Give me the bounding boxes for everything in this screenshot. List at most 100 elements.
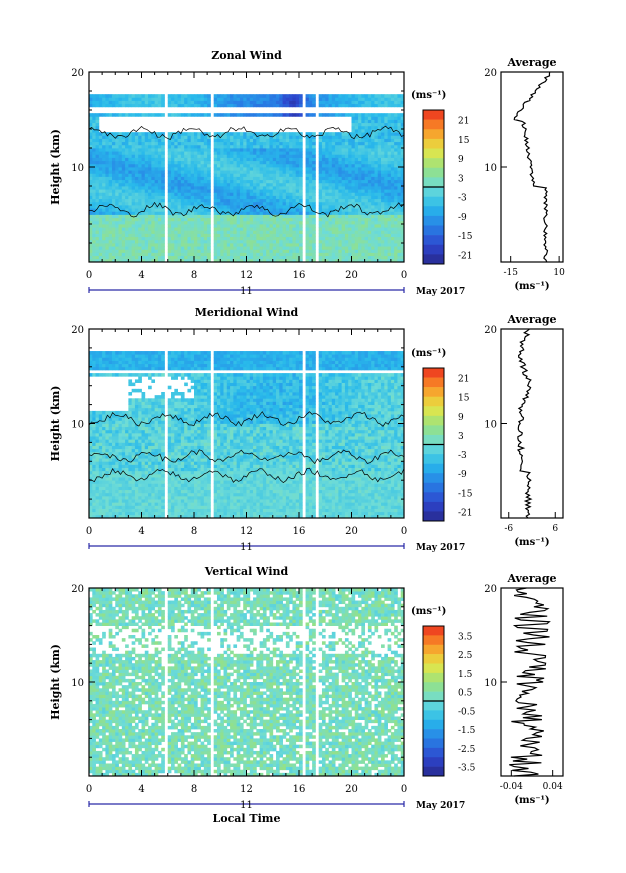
average-profile: Average 10 20 -15 10 (ms⁻¹) (484, 56, 565, 292)
colorbar-tick-label: -3 (458, 194, 467, 204)
colorbar-tick-label: -0.5 (458, 707, 476, 717)
x-tick-label: 16 (293, 526, 306, 537)
x-tick-label: 0 (86, 784, 92, 795)
date-label: 11 (240, 800, 253, 811)
x-tick-label: 12 (240, 270, 253, 281)
colorbar: (ms⁻¹) 21 15 9 3 -3 -9 -15 -21 (411, 90, 473, 265)
colorbar-tick-label: 15 (458, 394, 470, 404)
x-tick-label: 12 (240, 526, 253, 537)
colorbar-tick-label: 1.5 (458, 670, 473, 680)
x-tick-label: 0 (86, 526, 92, 537)
colorbar-tick-label: 21 (458, 375, 469, 385)
colorbar-tick-label: -9 (458, 213, 467, 223)
average-y-tick-label: 20 (484, 68, 497, 79)
colorbar-tick-label: 3 (458, 432, 464, 442)
x-tick-label: 0 (86, 270, 92, 281)
average-x-tick-label: 10 (553, 268, 565, 278)
y-tick-label: 10 (71, 420, 84, 431)
average-x-label: (ms⁻¹) (514, 281, 549, 292)
average-x-tick-label: 0.04 (543, 782, 563, 792)
average-x-tick-label: -15 (503, 268, 518, 278)
x-tick-label: 4 (138, 784, 144, 795)
y-tick-label: 20 (71, 325, 84, 336)
colorbar: (ms⁻¹) 3.5 2.5 1.5 0.5 -0.5 -1.5 -2.5 -3.5 (411, 606, 476, 777)
average-profile: Average 10 20 -0.04 0.04 (ms⁻¹) (484, 572, 564, 806)
average-y-tick-label: 10 (484, 678, 497, 689)
colorbar-tick-label: -21 (458, 508, 473, 518)
heatmap (89, 94, 405, 263)
x-tick-label: 8 (191, 784, 197, 795)
zero-contours (88, 411, 405, 484)
average-frame (500, 71, 564, 263)
x-tick-label: 16 (293, 784, 306, 795)
average-title: Average (506, 56, 556, 69)
panel-title: Vertical Wind (204, 565, 289, 578)
x-tick-label: 16 (293, 270, 306, 281)
y-axis-label: Height (km) (49, 644, 62, 720)
colorbar-tick-label: 2.5 (458, 651, 473, 661)
average-x-tick-label: -0.04 (500, 782, 523, 792)
colorbar-unit: (ms⁻¹) (411, 90, 446, 101)
colorbar-tick-label: 9 (458, 155, 464, 165)
average-y-tick-label: 20 (484, 325, 497, 336)
panel-title: Zonal Wind (211, 49, 282, 62)
colorbar-tick-label: -3.5 (458, 764, 476, 774)
average-title: Average (506, 572, 556, 585)
y-tick-label: 10 (71, 678, 84, 689)
average-line (516, 328, 533, 519)
average-x-label: (ms⁻¹) (514, 537, 549, 548)
colorbar-tick-label: 3 (458, 174, 464, 184)
y-tick-label: 20 (71, 584, 84, 595)
average-x-tick-label: 6 (552, 524, 558, 534)
average-x-label: (ms⁻¹) (514, 795, 549, 806)
zero-contours (88, 125, 405, 218)
x-tick-label: 8 (191, 270, 197, 281)
colorbar-unit: (ms⁻¹) (411, 606, 446, 617)
x-tick-label: 4 (138, 526, 144, 537)
colorbar-tick-label: 21 (458, 117, 469, 127)
panel-2: Meridional Wind 10 20 Height (km) 0 4 8 12 16 20 0… (49, 306, 564, 553)
average-y-tick-label: 10 (484, 163, 497, 174)
y-axis-label: Height (km) (49, 129, 62, 205)
average-profile: Average 10 20 -6 6(ms⁻¹) (484, 313, 564, 548)
x-tick-label: 20 (345, 526, 358, 537)
y-tick-label: 10 (71, 163, 84, 174)
x-tick-label: 12 (240, 784, 253, 795)
y-tick-label: 20 (71, 68, 84, 79)
heatmap (89, 351, 405, 519)
average-x-tick-label: -6 (504, 524, 513, 534)
heatmap (89, 588, 405, 777)
x-tick-label: 20 (345, 270, 358, 281)
panel-title: Meridional Wind (195, 306, 299, 319)
average-line (513, 71, 551, 263)
colorbar-tick-label: -15 (458, 489, 473, 499)
average-frame (500, 328, 564, 519)
colorbar-tick-label: -21 (458, 251, 473, 261)
colorbar-tick-label: 0.5 (458, 689, 473, 699)
colorbar-unit: (ms⁻¹) (411, 348, 446, 359)
x-tick-label: 0 (401, 270, 407, 281)
colorbar-tick-label: 9 (458, 413, 464, 423)
x-tick-label: 4 (138, 270, 144, 281)
colorbar: (ms⁻¹) 21 15 9 3 -3 -9 -15 -21 (411, 348, 473, 522)
month-label: May 2017 (416, 287, 465, 297)
colorbar-tick-label: 3.5 (458, 632, 473, 642)
colorbar-tick-label: -3 (458, 451, 467, 461)
colorbar-tick-label: -2.5 (458, 745, 476, 755)
colorbar-tick-label: -9 (458, 470, 467, 480)
x-tick-label: 8 (191, 526, 197, 537)
date-label: 11 (240, 286, 253, 297)
month-label: May 2017 (416, 801, 465, 811)
month-label: May 2017 (416, 543, 465, 553)
panel-3: Vertical Wind 10 20 Height (km) 0 4 8 12 16 20 0 11… (49, 565, 564, 825)
colorbar-tick-label: -1.5 (458, 726, 476, 736)
x-tick-label: 0 (401, 526, 407, 537)
x-tick-label: 0 (401, 784, 407, 795)
x-tick-label: 20 (345, 784, 358, 795)
colorbar-tick-label: 15 (458, 136, 470, 146)
y-axis-label: Height (km) (49, 386, 62, 462)
average-y-tick-label: 20 (484, 584, 497, 595)
colorbar-tick-label: -15 (458, 232, 473, 242)
average-y-tick-label: 10 (484, 420, 497, 431)
